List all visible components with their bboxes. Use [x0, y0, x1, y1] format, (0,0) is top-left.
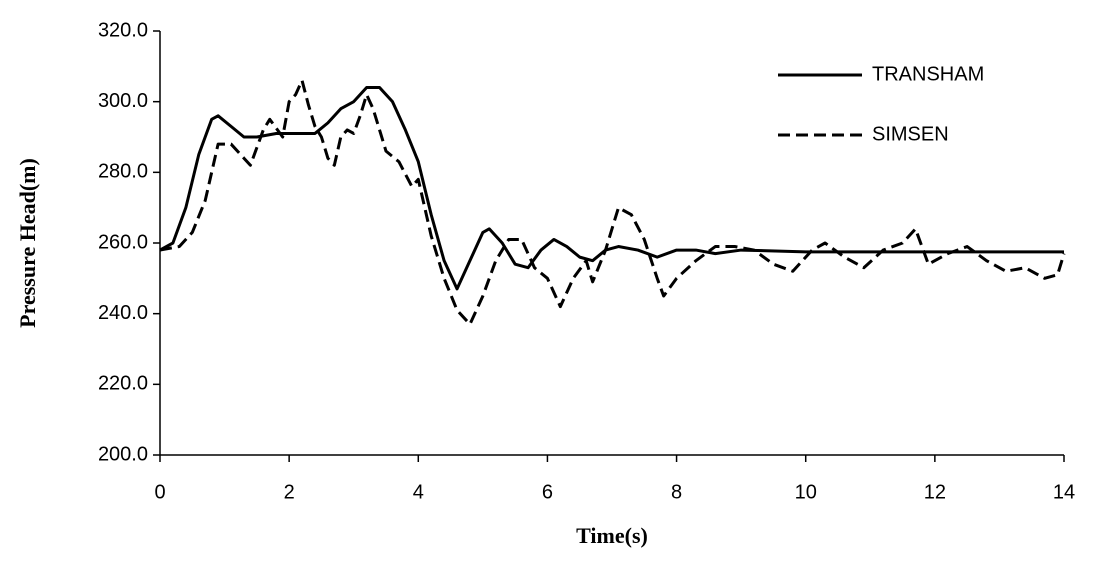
- x-tick-label: 8: [671, 481, 682, 503]
- legend-label: SIMSEN: [872, 123, 949, 145]
- series-line: [159, 86, 1064, 291]
- y-tick-label: 280.0: [98, 161, 148, 183]
- series-line: [159, 78, 1066, 326]
- x-tick-label: 2: [284, 481, 295, 503]
- y-tick-label: 220.0: [98, 373, 148, 395]
- y-tick-label: 260.0: [98, 231, 148, 253]
- x-tick-label: 0: [154, 481, 165, 503]
- x-tick-label: 14: [1053, 481, 1075, 503]
- x-tick-label: 4: [413, 481, 424, 503]
- legend-label: TRANSHAM: [872, 63, 984, 85]
- y-tick-label: 300.0: [98, 90, 148, 112]
- x-tick-label: 12: [924, 481, 946, 503]
- x-axis-title: Time(s): [576, 523, 648, 548]
- y-tick-label: 240.0: [98, 302, 148, 324]
- y-tick-label: 200.0: [98, 443, 148, 465]
- y-axis-title: Pressure Head(m): [15, 158, 40, 328]
- x-tick-label: 6: [542, 481, 553, 503]
- y-tick-label: 320.0: [98, 19, 148, 41]
- x-tick-label: 10: [795, 481, 817, 503]
